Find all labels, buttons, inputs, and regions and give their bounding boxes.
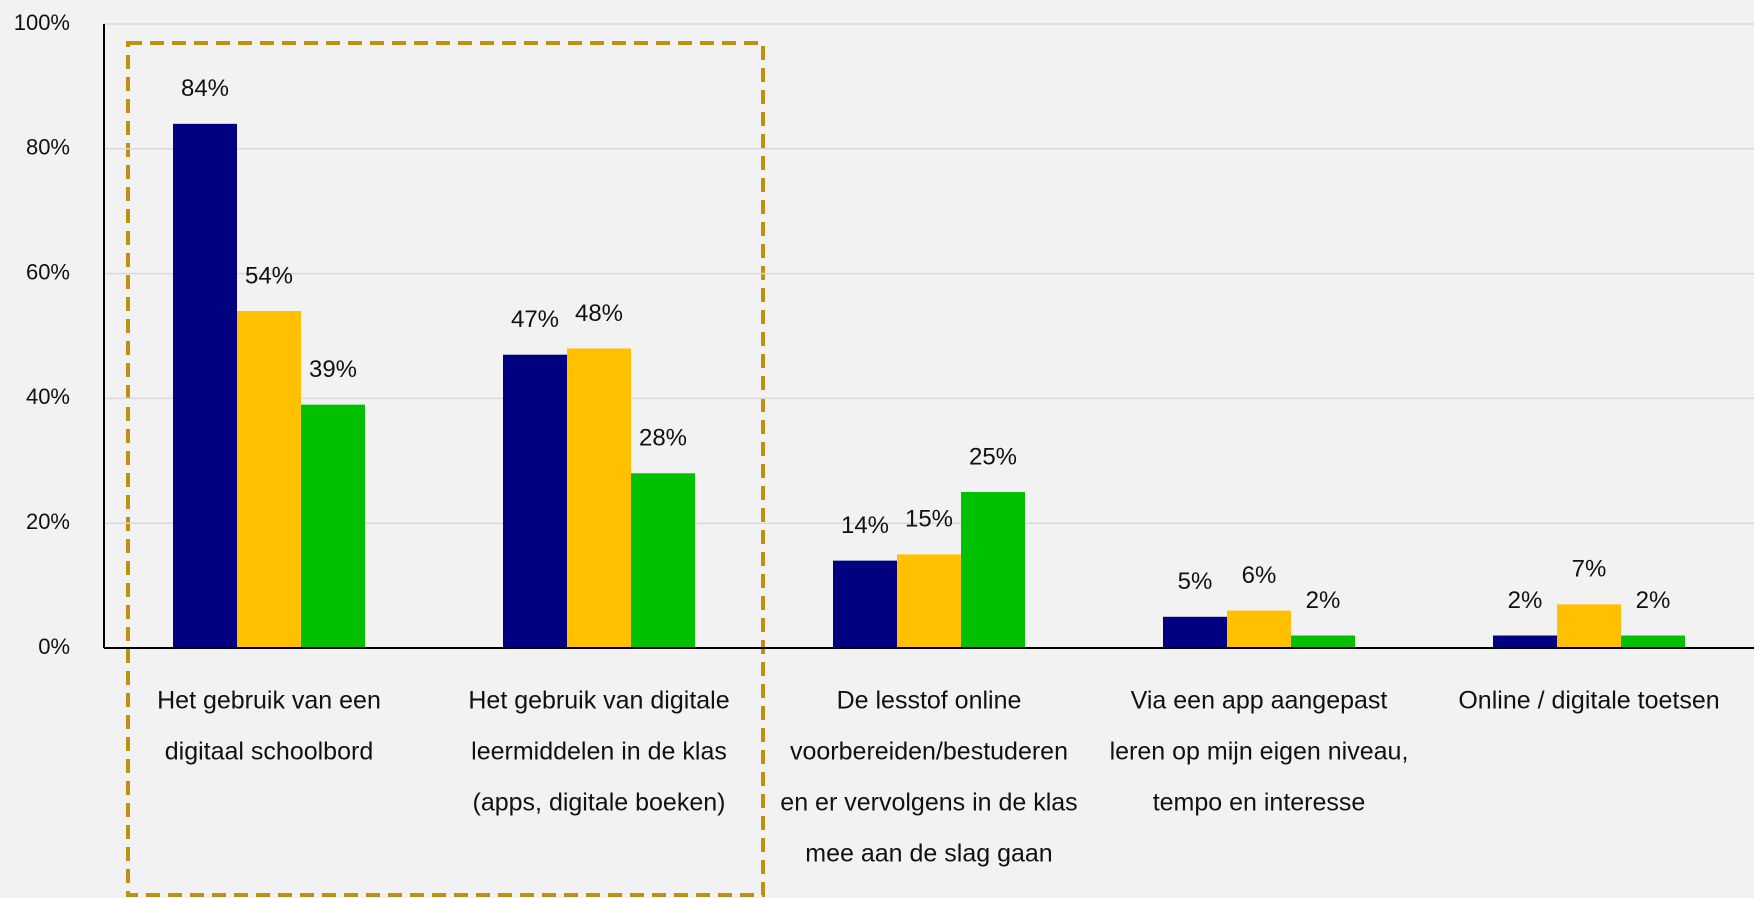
highlight-box <box>126 41 765 897</box>
value-label: 48% <box>575 300 623 327</box>
value-label: 6% <box>1242 562 1277 589</box>
x-tick-label: digitaal schoolbord <box>165 738 373 766</box>
bar <box>1227 610 1291 648</box>
x-tick-label: leermiddelen in de klas <box>471 738 727 766</box>
value-label: 7% <box>1572 556 1607 583</box>
bar <box>301 404 365 648</box>
x-tick-label: voorbereiden/bestuderen <box>790 738 1068 766</box>
bar <box>833 560 897 648</box>
bar <box>1557 604 1621 648</box>
x-tick-label: Het gebruik van digitale <box>468 687 729 715</box>
bar <box>503 354 567 648</box>
y-tick-label: 20% <box>26 509 70 534</box>
bar <box>173 123 237 649</box>
bar <box>567 348 631 648</box>
y-tick-label: 40% <box>26 384 70 409</box>
y-tick-label: 80% <box>26 135 70 160</box>
value-label: 15% <box>905 506 953 533</box>
x-tick-label: mee aan de slag gaan <box>805 840 1052 868</box>
y-tick-label: 100% <box>14 10 70 35</box>
bar <box>897 554 961 648</box>
x-tick-label: De lesstof online <box>837 687 1022 715</box>
bar <box>961 492 1025 648</box>
bar <box>1291 635 1355 648</box>
y-tick-label: 60% <box>26 259 70 284</box>
y-tick-label: 0% <box>38 634 70 659</box>
bar <box>1493 635 1557 648</box>
value-label: 84% <box>181 75 229 102</box>
bar <box>1163 616 1227 648</box>
value-label: 14% <box>841 512 889 539</box>
value-label: 47% <box>511 306 559 333</box>
value-label: 54% <box>245 262 293 289</box>
x-tick-label: Online / digitale toetsen <box>1458 687 1719 715</box>
value-label: 39% <box>309 356 357 383</box>
value-label: 28% <box>639 425 687 452</box>
bar <box>237 311 301 648</box>
x-tick-label: leren op mijn eigen niveau, <box>1110 738 1409 766</box>
x-tick-label: en er vervolgens in de klas <box>780 789 1077 817</box>
x-tick-label: tempo en interesse <box>1153 789 1366 817</box>
bar <box>631 473 695 648</box>
x-tick-label: Via een app aangepast <box>1131 687 1388 715</box>
x-tick-label: (apps, digitale boeken) <box>473 789 726 817</box>
bar <box>1621 635 1685 648</box>
value-label: 5% <box>1178 568 1213 595</box>
value-label: 2% <box>1306 587 1341 614</box>
value-label: 2% <box>1636 587 1671 614</box>
value-label: 2% <box>1508 587 1543 614</box>
x-tick-label: Het gebruik van een <box>157 687 381 715</box>
value-label: 25% <box>969 443 1017 470</box>
